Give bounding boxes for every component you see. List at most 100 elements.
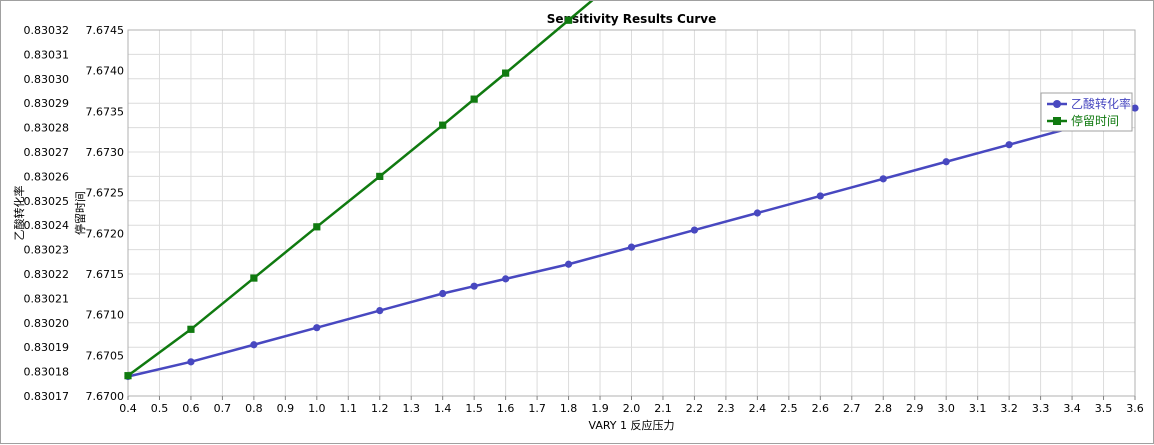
x-axis-ticks: 0.4 0.5 0.6 0.7 0.8 0.9 1.0 1.1 1.2 1.3 1.4 1.5 1.6 1… (119, 396, 1144, 415)
y-left-tick-label: 0.83024 (24, 219, 70, 232)
x-tick-label: 2.7 (843, 402, 861, 415)
y-axis-left-title: 乙酸转化率 (12, 186, 26, 241)
data-point (313, 223, 321, 231)
y-right-tick-label: 7.6725 (86, 187, 125, 200)
data-point (564, 16, 573, 24)
x-tick-label: 3.1 (969, 402, 987, 415)
y-left-tick-label: 0.83029 (24, 97, 70, 110)
y-left-tick-label: 0.83019 (24, 341, 70, 354)
series-layer (124, 1, 1139, 381)
y-right-tick-label: 7.6700 (86, 390, 125, 403)
data-point (690, 226, 699, 234)
x-tick-label: 1.6 (497, 402, 515, 415)
y-right-tick-label: 7.6710 (86, 309, 125, 322)
x-tick-label: 0.8 (245, 402, 263, 415)
data-point (376, 307, 384, 315)
legend-marker (1053, 117, 1061, 125)
data-point (1131, 104, 1139, 112)
x-tick-label: 3.0 (937, 402, 955, 415)
x-tick-label: 0.7 (214, 402, 232, 415)
data-point (439, 121, 447, 129)
series-line (127, 106, 1136, 378)
y-left-tick-label: 0.83022 (24, 268, 70, 281)
x-tick-label: 1.1 (340, 402, 358, 415)
y-left-tick-label: 0.83020 (24, 317, 70, 330)
x-tick-label: 0.9 (277, 402, 295, 415)
data-point (502, 69, 510, 77)
data-point (313, 324, 321, 332)
x-tick-label: 1.2 (371, 402, 389, 415)
series-line (127, 1, 594, 377)
y-right-tick-label: 7.6745 (86, 24, 125, 37)
x-axis-title: VARY 1 反应压力 (589, 418, 675, 432)
x-tick-label: 2.0 (623, 402, 641, 415)
y-right-tick-label: 7.6730 (86, 146, 125, 159)
y-left-tick-label: 0.83031 (24, 48, 70, 61)
x-tick-label: 0.6 (182, 402, 200, 415)
y-left-tick-label: 0.83021 (24, 292, 70, 305)
data-point (124, 372, 132, 380)
data-point (753, 209, 761, 217)
y-left-tick-label: 0.83030 (24, 73, 70, 86)
data-point (250, 274, 258, 282)
legend-label: 乙酸转化率 (1071, 96, 1131, 111)
x-tick-label: 2.4 (749, 402, 767, 415)
data-point (1005, 141, 1013, 149)
grid (128, 30, 1135, 396)
y-right-tick-label: 7.6720 (86, 227, 125, 240)
x-tick-label: 3.5 (1095, 402, 1113, 415)
x-tick-label: 3.3 (1032, 402, 1050, 415)
data-point (942, 158, 950, 166)
data-point (250, 341, 258, 349)
y-left-tick-label: 0.83028 (24, 122, 70, 135)
y-left-tick-label: 0.83027 (24, 146, 70, 159)
x-tick-label: 2.2 (686, 402, 704, 415)
y-axis-right-title: 停留时间 (73, 191, 87, 235)
x-tick-label: 2.3 (717, 402, 735, 415)
data-point (879, 175, 887, 183)
data-point (564, 260, 573, 268)
x-tick-label: 0.4 (119, 402, 137, 415)
x-tick-label: 1.5 (465, 402, 483, 415)
y-axis-left-ticks: 0.83017 0.83018 0.83019 0.83020 0.83021 0.830… (24, 24, 70, 403)
x-tick-label: 1.7 (528, 402, 546, 415)
y-left-tick-label: 0.83032 (24, 24, 70, 37)
data-point (816, 192, 824, 200)
y-right-tick-label: 7.6705 (86, 349, 125, 362)
x-tick-label: 2.5 (780, 402, 798, 415)
y-left-tick-label: 0.83017 (24, 390, 70, 403)
data-point (439, 289, 447, 298)
x-tick-label: 0.5 (151, 402, 169, 415)
x-tick-label: 3.4 (1063, 402, 1081, 415)
x-tick-label: 2.9 (906, 402, 924, 415)
x-tick-label: 1.9 (591, 402, 609, 415)
y-left-tick-label: 0.83026 (24, 170, 70, 183)
data-point (627, 243, 636, 251)
x-tick-label: 2.8 (875, 402, 893, 415)
y-right-tick-label: 7.6715 (86, 268, 125, 281)
y-axis-right-ticks: 7.6700 7.6705 7.6710 7.6715 7.6720 7.6725 7.67… (86, 24, 125, 403)
data-point (470, 95, 478, 103)
x-tick-label: 3.2 (1000, 402, 1018, 415)
series-停留时间 (124, 1, 594, 380)
data-point (502, 275, 510, 283)
x-tick-label: 1.3 (402, 402, 420, 415)
y-left-tick-label: 0.83018 (24, 366, 70, 379)
x-tick-label: 2.1 (654, 402, 672, 415)
chart-title: Sensitivity Results Curve (547, 12, 717, 26)
y-left-tick-label: 0.83025 (24, 195, 70, 208)
data-point (376, 172, 384, 180)
x-tick-label: 1.0 (308, 402, 326, 415)
x-tick-label: 1.4 (434, 402, 452, 415)
data-point (187, 325, 195, 333)
y-left-tick-label: 0.83023 (24, 244, 70, 257)
y-right-tick-label: 7.6740 (86, 65, 125, 78)
x-tick-label: 1.8 (560, 402, 578, 415)
data-point (470, 282, 478, 290)
x-tick-label: 3.6 (1126, 402, 1144, 415)
x-tick-label: 2.6 (812, 402, 830, 415)
legend-label: 停留时间 (1071, 113, 1119, 128)
